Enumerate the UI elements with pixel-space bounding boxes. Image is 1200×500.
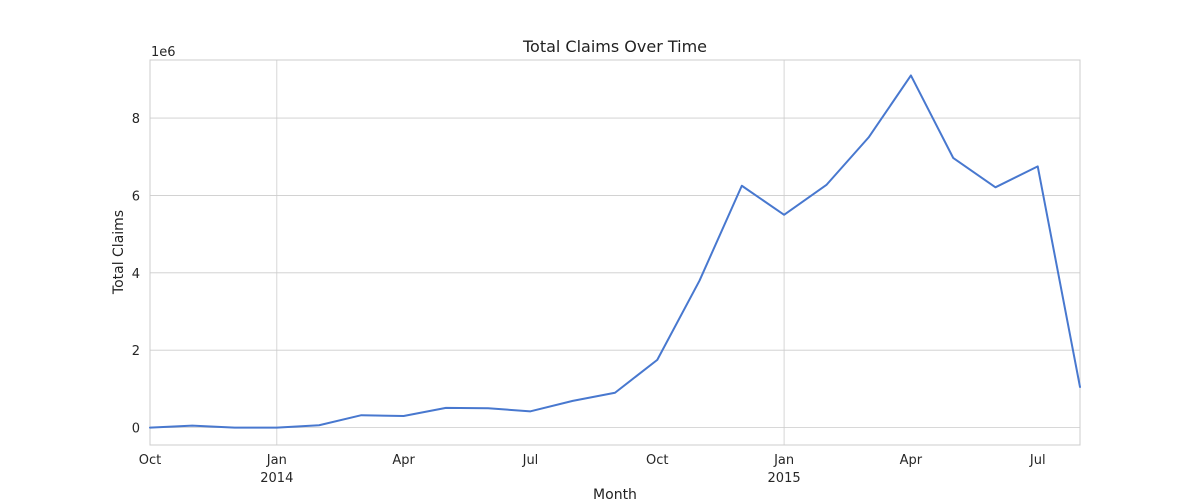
data-point xyxy=(614,392,616,394)
data-point xyxy=(445,407,447,409)
chart-title: Total Claims Over Time xyxy=(522,37,707,56)
grid-lines xyxy=(150,60,1080,445)
data-point xyxy=(149,427,151,429)
x-axis-label: Month xyxy=(593,487,637,500)
y-offset-label: 1e6 xyxy=(151,45,176,60)
data-point xyxy=(783,214,785,216)
data-point xyxy=(487,407,489,409)
y-axis-label: Total Claims xyxy=(111,210,127,295)
data-point xyxy=(656,359,658,361)
data-point xyxy=(403,415,405,417)
x-tick-label: Jan xyxy=(266,453,287,468)
y-tick-label: 2 xyxy=(132,344,140,359)
y-tick-label: 0 xyxy=(132,422,140,437)
series-layer xyxy=(149,74,1081,429)
total-claims-line xyxy=(149,74,1081,429)
x-tick-label: Jul xyxy=(1029,453,1046,468)
y-tick-label: 6 xyxy=(132,189,140,204)
x-tick-year-label: 2014 xyxy=(260,471,293,486)
x-tick-label: Jan xyxy=(773,453,794,468)
y-tick-label: 8 xyxy=(132,112,140,127)
data-point xyxy=(360,414,362,416)
data-point xyxy=(910,74,912,76)
x-tick-label: Jul xyxy=(522,453,539,468)
data-point xyxy=(699,280,701,282)
data-point xyxy=(318,424,320,426)
x-tick-label: Apr xyxy=(392,453,415,468)
data-point xyxy=(741,185,743,187)
x-tick-label: Oct xyxy=(139,453,161,468)
data-point xyxy=(952,157,954,159)
data-point xyxy=(276,427,278,429)
x-tick-year-label: 2015 xyxy=(768,471,801,486)
data-point xyxy=(572,400,574,402)
data-point xyxy=(825,184,827,186)
data-point xyxy=(191,425,193,427)
data-point xyxy=(1037,165,1039,167)
data-point xyxy=(994,186,996,188)
x-tick-label: Apr xyxy=(900,453,923,468)
data-point xyxy=(529,410,531,412)
y-tick-label: 4 xyxy=(132,267,140,282)
x-tick-label: Oct xyxy=(646,453,668,468)
data-point xyxy=(234,427,236,429)
data-point xyxy=(1079,386,1081,388)
plot-frame xyxy=(149,59,1081,446)
tick-labels: 0 2 4 6 8 Oct Jan 2014 Apr Jul Oct Jan 2015 Apr Jul xyxy=(132,112,1046,486)
data-point xyxy=(868,136,870,138)
